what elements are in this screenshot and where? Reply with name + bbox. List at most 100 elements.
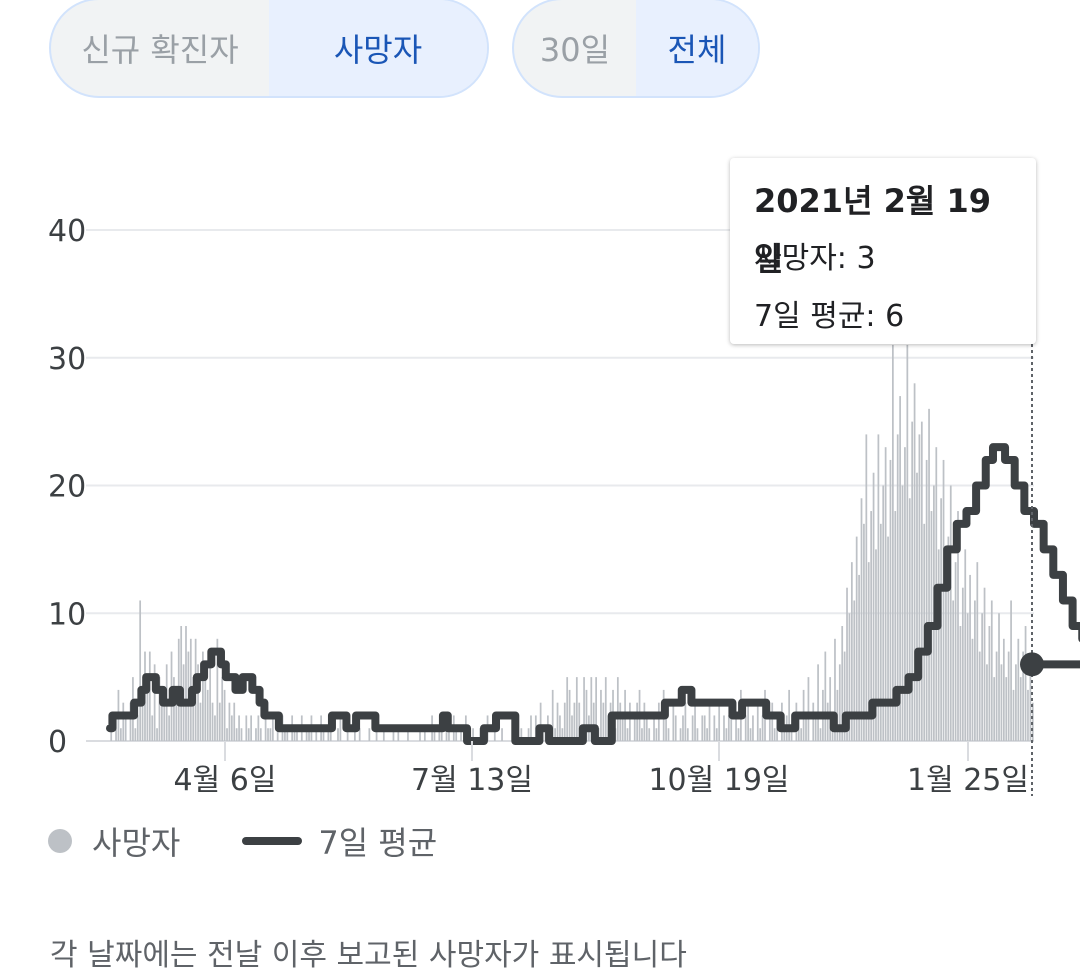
deaths-bar [327,728,330,741]
deaths-bar [397,728,400,741]
deaths-bar [199,702,202,741]
deaths-bar [214,715,216,741]
deaths-bar [228,702,231,741]
deaths-bar [636,702,639,741]
deaths-bar [110,728,113,741]
deaths-bar [947,536,950,741]
deaths-bar [153,664,156,741]
deaths-bar [672,702,675,741]
deaths-bar [438,728,441,741]
deaths-bar [954,562,957,741]
deaths-bar [382,728,385,741]
deaths-bar [575,677,578,741]
deaths-bar [602,702,605,741]
deaths-bar [520,728,523,741]
deaths-bar [286,728,289,741]
x-tick-label: 1월 25일 [907,763,1029,798]
deaths-bar [645,715,648,741]
deaths-bar [211,702,214,741]
deaths-bar [419,728,421,741]
deaths-bar [1007,651,1010,741]
deaths-bar [867,562,870,741]
deaths-bar [855,536,858,741]
deaths-bar [1012,689,1015,741]
average-line [106,443,1080,745]
deaths-bar [566,677,569,741]
deaths-bar [339,715,342,741]
deaths-bar [129,702,132,741]
deaths-bar [990,600,993,741]
deaths-bar [375,728,378,741]
deaths-bar [592,702,595,741]
deaths-bar [976,562,979,741]
deaths-bar [180,626,183,741]
deaths-bar [978,651,981,741]
chart-tooltip: 2021년 2월 19일 사망자: 3 7일 평균: 6 [730,158,1036,344]
deaths-bar [168,715,170,741]
deaths-bar [264,715,267,741]
deaths-bar [235,728,238,741]
deaths-bar [259,728,262,741]
deaths-bar [271,715,274,741]
deaths-bar [1027,689,1029,741]
deaths-bar [872,472,875,741]
deaths-bar [354,728,356,741]
deaths-bar [901,485,904,741]
deaths-bar [305,728,308,741]
deaths-bar [146,689,149,741]
deaths-bar [966,613,969,741]
deaths-bar [1000,664,1003,741]
deaths-legend-label: 사망자 [92,824,181,862]
deaths-bar [571,715,573,741]
deaths-bar [433,728,436,741]
deaths-bar [667,728,670,741]
deaths-bar [747,702,749,741]
deaths-bar [233,702,236,741]
deaths-chart[interactable]: 0 10 20 30 40 4월 6일 7월 13일 10월 19일 1월 25일 [0,0,1080,810]
deaths-bar [993,677,996,741]
deaths-bar [148,651,151,741]
deaths-bar [771,702,774,741]
deaths-option[interactable]: 사망자 [269,0,487,96]
deaths-bar [945,574,947,741]
deaths-bar [694,702,696,741]
deaths-bar [674,715,677,741]
deaths-bar [875,549,877,741]
x-tick-label: 4월 6일 [174,763,277,798]
average-legend-swatch [242,837,303,845]
deaths-bar [870,511,873,741]
deaths-bar [653,715,655,741]
deaths-bar [904,447,906,741]
deaths-bar [202,651,204,741]
deaths-bar [616,677,619,741]
deaths-bar [583,677,585,741]
deaths-bar [221,677,224,741]
deaths-bar [918,434,921,741]
deaths-bar [204,677,207,741]
deaths-bar [296,728,298,741]
average-legend-label: 7일 평균 [318,824,438,862]
deaths-bar [206,689,209,741]
range-30-days-option[interactable]: 30일 [539,31,611,69]
deaths-bar [315,728,318,741]
new-cases-option[interactable]: 신규 확진자 [81,31,239,69]
deaths-bar [1015,664,1017,741]
deaths-bar [119,728,122,741]
deaths-bar [928,408,930,741]
deaths-bar [952,600,955,741]
deaths-bar [730,702,733,741]
deaths-bar [906,344,909,741]
deaths-bar [853,600,856,741]
deaths-bar [850,562,853,741]
deaths-bar [805,715,807,741]
deaths-bar [969,574,971,741]
deaths-bar [269,728,272,741]
range-all-option[interactable]: 전체 [636,0,758,96]
deaths-bar [423,728,426,741]
deaths-bar [824,651,827,741]
deaths-bar [619,702,622,741]
deaths-bar [600,689,602,741]
deaths-bar [267,728,269,741]
chart-footnote: 각 날짜에는 전날 이후 보고된 사망자가 표시됩니다 [50,938,687,973]
deaths-bar [752,715,754,741]
